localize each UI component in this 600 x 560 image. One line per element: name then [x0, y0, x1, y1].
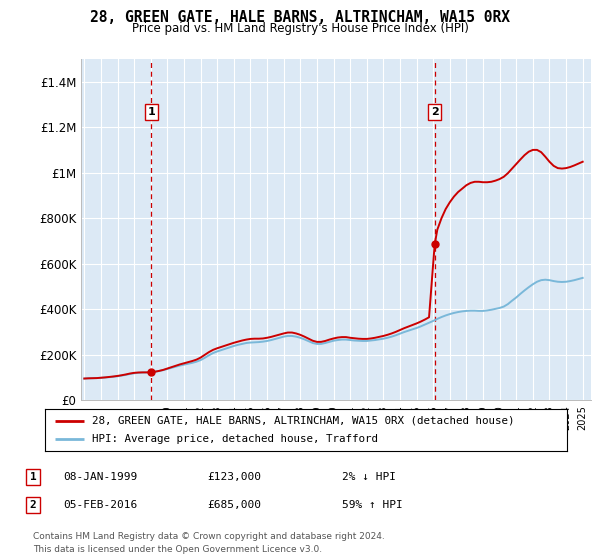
Text: Contains HM Land Registry data © Crown copyright and database right 2024.: Contains HM Land Registry data © Crown c… [33, 532, 385, 541]
Text: 28, GREEN GATE, HALE BARNS, ALTRINCHAM, WA15 0RX (detached house): 28, GREEN GATE, HALE BARNS, ALTRINCHAM, … [92, 416, 514, 426]
Text: 1: 1 [148, 107, 155, 116]
Text: 1: 1 [29, 472, 37, 482]
Text: 59% ↑ HPI: 59% ↑ HPI [342, 500, 403, 510]
Text: 08-JAN-1999: 08-JAN-1999 [63, 472, 137, 482]
Text: 05-FEB-2016: 05-FEB-2016 [63, 500, 137, 510]
Text: £685,000: £685,000 [207, 500, 261, 510]
Text: This data is licensed under the Open Government Licence v3.0.: This data is licensed under the Open Gov… [33, 545, 322, 554]
Text: 28, GREEN GATE, HALE BARNS, ALTRINCHAM, WA15 0RX: 28, GREEN GATE, HALE BARNS, ALTRINCHAM, … [90, 10, 510, 25]
Text: 2: 2 [29, 500, 37, 510]
Text: 2% ↓ HPI: 2% ↓ HPI [342, 472, 396, 482]
Text: £123,000: £123,000 [207, 472, 261, 482]
Text: HPI: Average price, detached house, Trafford: HPI: Average price, detached house, Traf… [92, 435, 378, 445]
Text: 2: 2 [431, 107, 439, 116]
Text: Price paid vs. HM Land Registry's House Price Index (HPI): Price paid vs. HM Land Registry's House … [131, 22, 469, 35]
